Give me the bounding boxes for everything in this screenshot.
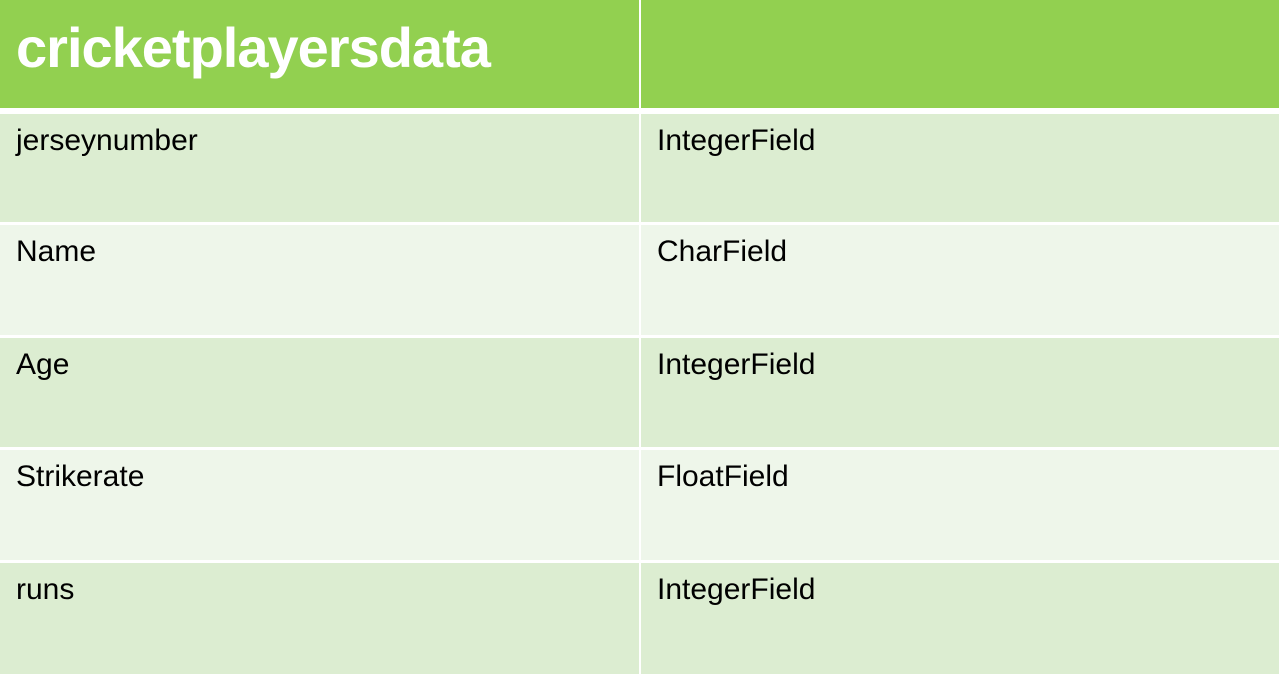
table-row: Strikerate FloatField xyxy=(0,450,1279,560)
table-row: jerseynumber IntegerField xyxy=(0,114,1279,222)
field-type: IntegerField xyxy=(657,348,816,381)
field-name: Age xyxy=(16,348,70,381)
header-cell-2-text xyxy=(657,0,1279,20)
header-cell-title: cricketplayersdata xyxy=(0,0,639,108)
field-type: IntegerField xyxy=(657,124,816,157)
field-name-cell: runs xyxy=(0,563,639,674)
field-type-cell: CharField xyxy=(641,225,1279,335)
table-row: Name CharField xyxy=(0,225,1279,335)
field-type: FloatField xyxy=(657,460,789,493)
field-type-cell: IntegerField xyxy=(641,563,1279,674)
field-type-cell: FloatField xyxy=(641,450,1279,560)
table-row: Age IntegerField xyxy=(0,338,1279,447)
field-name: Strikerate xyxy=(16,460,145,493)
field-name-cell: Strikerate xyxy=(0,450,639,560)
field-name-cell: jerseynumber xyxy=(0,114,639,222)
header-cell-empty xyxy=(641,0,1279,108)
field-type-cell: IntegerField xyxy=(641,338,1279,447)
field-type-cell: IntegerField xyxy=(641,114,1279,222)
field-name: Name xyxy=(16,235,97,268)
table-row: runs IntegerField xyxy=(0,563,1279,674)
field-type: IntegerField xyxy=(657,573,816,606)
field-type: CharField xyxy=(657,235,788,268)
field-name: jerseynumber xyxy=(16,124,198,157)
table-title: cricketplayersdata xyxy=(16,16,491,79)
table-header-row: cricketplayersdata xyxy=(0,0,1279,108)
field-name: runs xyxy=(16,573,75,606)
field-name-cell: Name xyxy=(0,225,639,335)
field-name-cell: Age xyxy=(0,338,639,447)
